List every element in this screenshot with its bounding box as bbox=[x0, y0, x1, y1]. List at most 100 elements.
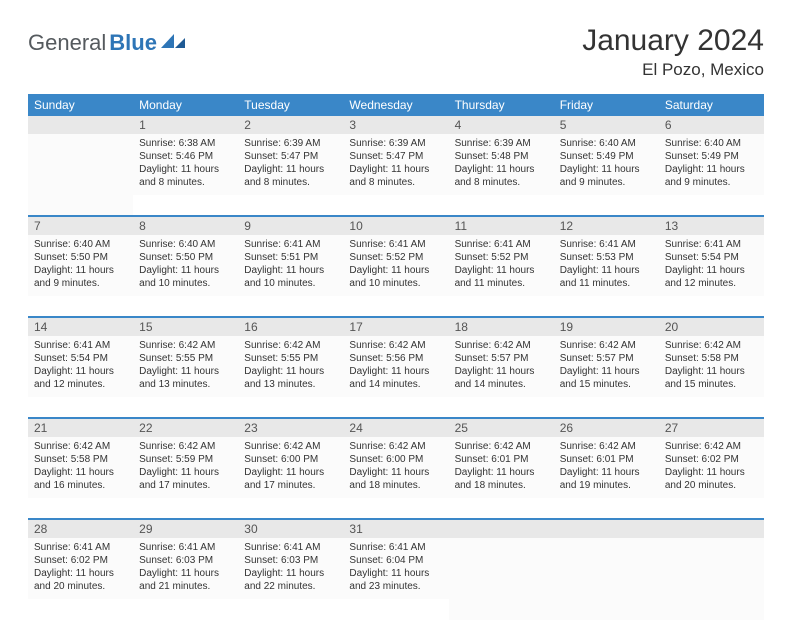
day-cell-content: Sunrise: 6:41 AMSunset: 5:52 PMDaylight:… bbox=[449, 235, 554, 296]
sunset-text: Sunset: 6:00 PM bbox=[244, 453, 337, 466]
day-cell-content: Sunrise: 6:41 AMSunset: 5:53 PMDaylight:… bbox=[554, 235, 659, 296]
sunrise-text: Sunrise: 6:42 AM bbox=[455, 440, 548, 453]
sunrise-text: Sunrise: 6:42 AM bbox=[560, 339, 653, 352]
sunset-text: Sunset: 6:01 PM bbox=[455, 453, 548, 466]
daylight-text: Daylight: 11 hours and 14 minutes. bbox=[455, 365, 548, 391]
day-cell-content: Sunrise: 6:38 AMSunset: 5:46 PMDaylight:… bbox=[133, 134, 238, 195]
day-cell: Sunrise: 6:38 AMSunset: 5:46 PMDaylight:… bbox=[133, 134, 238, 216]
day-number: 28 bbox=[28, 519, 133, 538]
day-cell: Sunrise: 6:42 AMSunset: 6:00 PMDaylight:… bbox=[238, 437, 343, 519]
daylight-text: Daylight: 11 hours and 12 minutes. bbox=[34, 365, 127, 391]
day-cell: Sunrise: 6:41 AMSunset: 6:03 PMDaylight:… bbox=[238, 538, 343, 620]
sunrise-text: Sunrise: 6:40 AM bbox=[34, 238, 127, 251]
daylight-text: Daylight: 11 hours and 20 minutes. bbox=[34, 567, 127, 593]
daylight-text: Daylight: 11 hours and 20 minutes. bbox=[665, 466, 758, 492]
location: El Pozo, Mexico bbox=[582, 60, 764, 80]
day-number: 19 bbox=[554, 317, 659, 336]
day-cell: Sunrise: 6:42 AMSunset: 5:58 PMDaylight:… bbox=[28, 437, 133, 519]
day-cell bbox=[449, 538, 554, 620]
sunset-text: Sunset: 5:51 PM bbox=[244, 251, 337, 264]
day-number: 1 bbox=[133, 116, 238, 134]
weekday-header: Tuesday bbox=[238, 94, 343, 116]
day-number: 20 bbox=[659, 317, 764, 336]
daylight-text: Daylight: 11 hours and 22 minutes. bbox=[244, 567, 337, 593]
sunrise-text: Sunrise: 6:41 AM bbox=[244, 541, 337, 554]
day-number: 10 bbox=[343, 216, 448, 235]
day-cell: Sunrise: 6:41 AMSunset: 5:52 PMDaylight:… bbox=[449, 235, 554, 317]
title-block: January 2024 El Pozo, Mexico bbox=[582, 24, 764, 80]
day-number: 13 bbox=[659, 216, 764, 235]
day-number-row: 14151617181920 bbox=[28, 317, 764, 336]
logo-text-blue: Blue bbox=[109, 30, 157, 56]
sunset-text: Sunset: 6:01 PM bbox=[560, 453, 653, 466]
sunset-text: Sunset: 6:03 PM bbox=[139, 554, 232, 567]
calendar-page: General Blue January 2024 El Pozo, Mexic… bbox=[0, 0, 792, 644]
day-cell: Sunrise: 6:41 AMSunset: 5:53 PMDaylight:… bbox=[554, 235, 659, 317]
sunset-text: Sunset: 5:53 PM bbox=[560, 251, 653, 264]
sunrise-text: Sunrise: 6:42 AM bbox=[455, 339, 548, 352]
sunrise-text: Sunrise: 6:41 AM bbox=[34, 339, 127, 352]
day-cell-content: Sunrise: 6:42 AMSunset: 5:58 PMDaylight:… bbox=[28, 437, 133, 498]
day-cell: Sunrise: 6:42 AMSunset: 6:02 PMDaylight:… bbox=[659, 437, 764, 519]
day-number: 6 bbox=[659, 116, 764, 134]
daylight-text: Daylight: 11 hours and 15 minutes. bbox=[665, 365, 758, 391]
sunset-text: Sunset: 5:48 PM bbox=[455, 150, 548, 163]
sunrise-text: Sunrise: 6:42 AM bbox=[139, 339, 232, 352]
day-cell: Sunrise: 6:40 AMSunset: 5:50 PMDaylight:… bbox=[28, 235, 133, 317]
sunset-text: Sunset: 5:49 PM bbox=[560, 150, 653, 163]
day-number: 17 bbox=[343, 317, 448, 336]
calendar-table: Sunday Monday Tuesday Wednesday Thursday… bbox=[28, 94, 764, 620]
day-number: 24 bbox=[343, 418, 448, 437]
daylight-text: Daylight: 11 hours and 11 minutes. bbox=[560, 264, 653, 290]
day-number: 22 bbox=[133, 418, 238, 437]
day-cell: Sunrise: 6:41 AMSunset: 6:02 PMDaylight:… bbox=[28, 538, 133, 620]
day-cell-content: Sunrise: 6:42 AMSunset: 6:01 PMDaylight:… bbox=[449, 437, 554, 498]
daylight-text: Daylight: 11 hours and 15 minutes. bbox=[560, 365, 653, 391]
daylight-text: Daylight: 11 hours and 21 minutes. bbox=[139, 567, 232, 593]
sunset-text: Sunset: 5:56 PM bbox=[349, 352, 442, 365]
weekday-header: Wednesday bbox=[343, 94, 448, 116]
day-number: 4 bbox=[449, 116, 554, 134]
sunset-text: Sunset: 5:55 PM bbox=[244, 352, 337, 365]
day-cell-content: Sunrise: 6:41 AMSunset: 5:54 PMDaylight:… bbox=[28, 336, 133, 397]
sunrise-text: Sunrise: 6:40 AM bbox=[665, 137, 758, 150]
day-cell: Sunrise: 6:42 AMSunset: 6:01 PMDaylight:… bbox=[449, 437, 554, 519]
day-cell-content: Sunrise: 6:40 AMSunset: 5:49 PMDaylight:… bbox=[554, 134, 659, 195]
day-cell: Sunrise: 6:42 AMSunset: 6:00 PMDaylight:… bbox=[343, 437, 448, 519]
daylight-text: Daylight: 11 hours and 19 minutes. bbox=[560, 466, 653, 492]
day-number: 12 bbox=[554, 216, 659, 235]
day-number bbox=[28, 116, 133, 134]
daylight-text: Daylight: 11 hours and 14 minutes. bbox=[349, 365, 442, 391]
daylight-text: Daylight: 11 hours and 13 minutes. bbox=[244, 365, 337, 391]
sunset-text: Sunset: 6:02 PM bbox=[34, 554, 127, 567]
sunset-text: Sunset: 5:52 PM bbox=[349, 251, 442, 264]
daylight-text: Daylight: 11 hours and 10 minutes. bbox=[244, 264, 337, 290]
day-cell: Sunrise: 6:42 AMSunset: 6:01 PMDaylight:… bbox=[554, 437, 659, 519]
sunrise-text: Sunrise: 6:41 AM bbox=[349, 541, 442, 554]
day-cell-content: Sunrise: 6:41 AMSunset: 6:04 PMDaylight:… bbox=[343, 538, 448, 599]
sunrise-text: Sunrise: 6:41 AM bbox=[349, 238, 442, 251]
daylight-text: Daylight: 11 hours and 10 minutes. bbox=[349, 264, 442, 290]
day-cell: Sunrise: 6:39 AMSunset: 5:47 PMDaylight:… bbox=[238, 134, 343, 216]
day-cell-content: Sunrise: 6:42 AMSunset: 5:55 PMDaylight:… bbox=[238, 336, 343, 397]
day-cell: Sunrise: 6:41 AMSunset: 5:54 PMDaylight:… bbox=[659, 235, 764, 317]
sunrise-text: Sunrise: 6:40 AM bbox=[139, 238, 232, 251]
daylight-text: Daylight: 11 hours and 8 minutes. bbox=[139, 163, 232, 189]
day-cell: Sunrise: 6:42 AMSunset: 5:55 PMDaylight:… bbox=[238, 336, 343, 418]
day-cell: Sunrise: 6:40 AMSunset: 5:50 PMDaylight:… bbox=[133, 235, 238, 317]
daylight-text: Daylight: 11 hours and 9 minutes. bbox=[665, 163, 758, 189]
sunset-text: Sunset: 5:57 PM bbox=[560, 352, 653, 365]
day-cell: Sunrise: 6:41 AMSunset: 5:52 PMDaylight:… bbox=[343, 235, 448, 317]
day-number-row: 28293031 bbox=[28, 519, 764, 538]
sunrise-text: Sunrise: 6:42 AM bbox=[665, 440, 758, 453]
daylight-text: Daylight: 11 hours and 23 minutes. bbox=[349, 567, 442, 593]
sunrise-text: Sunrise: 6:39 AM bbox=[349, 137, 442, 150]
day-number: 9 bbox=[238, 216, 343, 235]
sunset-text: Sunset: 5:50 PM bbox=[34, 251, 127, 264]
day-cell-content: Sunrise: 6:40 AMSunset: 5:49 PMDaylight:… bbox=[659, 134, 764, 195]
daylight-text: Daylight: 11 hours and 10 minutes. bbox=[139, 264, 232, 290]
day-cell bbox=[659, 538, 764, 620]
day-cell-content: Sunrise: 6:42 AMSunset: 5:56 PMDaylight:… bbox=[343, 336, 448, 397]
day-number: 18 bbox=[449, 317, 554, 336]
weekday-header: Saturday bbox=[659, 94, 764, 116]
